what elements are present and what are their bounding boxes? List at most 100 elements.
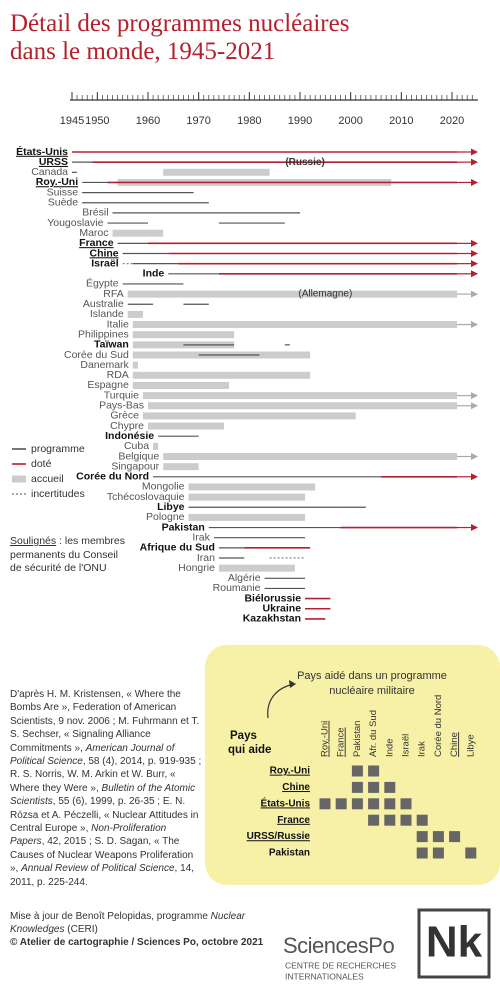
row-label: Tchécoslovaquie — [107, 491, 185, 503]
arrow-head — [471, 392, 478, 400]
matrix-column: Irak — [417, 741, 428, 757]
matrix-cell — [351, 765, 363, 777]
segment-accueil — [188, 513, 306, 521]
logo-box — [417, 908, 491, 979]
x-tick-label: 1980 — [237, 115, 261, 127]
note-text: : les membres permanents du Conseil de s… — [10, 535, 125, 574]
x-tick-label: 1950 — [85, 115, 109, 127]
row-label: Brésil — [82, 207, 108, 219]
matrix-row: Pakistan — [269, 848, 310, 859]
row-label: Pologne — [146, 511, 185, 523]
arrow-head — [471, 290, 478, 298]
source: D'après H. M. Kristensen, « Where the Bo… — [10, 688, 202, 889]
segment-accueil — [112, 229, 164, 237]
legend-swatch — [12, 475, 26, 483]
matrix-cell — [400, 798, 412, 810]
logo-name: SciencesPo — [283, 933, 394, 958]
matrix-cell — [351, 798, 363, 810]
segment-accueil — [132, 321, 458, 329]
matrix-arrowhead — [289, 680, 296, 688]
segment-accueil — [163, 453, 458, 460]
segment-accueil — [188, 493, 306, 501]
matrix-column: Corée du Nord — [433, 695, 444, 757]
row-label: Corée du Sud — [64, 349, 129, 361]
arrow-head — [471, 473, 478, 481]
matrix-cell — [368, 781, 380, 793]
segment-accueil — [127, 290, 458, 298]
arrow-head — [471, 321, 478, 329]
row-label: Israël — [91, 257, 119, 269]
matrix-cell — [384, 814, 396, 826]
note: Soulignés : les membres permanents du Co… — [10, 535, 130, 576]
matrix-row: URSS/Russie — [247, 831, 311, 842]
row-label: États-Unis — [16, 145, 68, 158]
logo-line: CENTRE DE RECHERCHES — [285, 960, 396, 970]
text-part: , 55 (6), 1999, p. 26-35 ; E. N. Rózsa e… — [10, 796, 199, 835]
arrow-head — [471, 270, 478, 278]
segment-accueil — [163, 463, 199, 471]
row-label: Yougoslavie — [47, 217, 103, 229]
x-tick-label: 2010 — [389, 115, 413, 127]
row-label: Égypte — [86, 277, 119, 290]
legend-label: doté — [31, 458, 52, 470]
row-label: Afrique du Sud — [140, 542, 215, 554]
text-part: , 42, 2015 ; S. D. Sagan, « The Causes o… — [10, 836, 194, 875]
row-label: Ukraine — [263, 603, 302, 615]
logo-mark: Nk — [426, 918, 483, 967]
matrix-cell — [432, 831, 444, 843]
row-label: France — [79, 237, 114, 249]
x-tick-label: 2020 — [440, 115, 464, 127]
row-label: Belgique — [118, 450, 159, 462]
row-label: Corée du Nord — [76, 471, 149, 483]
arrow-head — [471, 453, 478, 460]
matrix-cell — [416, 831, 428, 843]
x-tick-label: 1960 — [136, 115, 160, 127]
row-label: URSS — [39, 156, 68, 168]
text-part: (CERI) — [64, 924, 98, 935]
segment-accueil — [153, 442, 159, 450]
matrix-header: Pays aidé dans un programme — [297, 670, 447, 682]
row-label: Cuba — [124, 440, 149, 452]
arrow-head — [471, 158, 478, 166]
row-label: Mongolie — [142, 481, 185, 493]
row-label: Espagne — [87, 379, 129, 391]
row-label: Roumanie — [213, 582, 261, 594]
text-part: Non-Proliferation Papers — [10, 823, 167, 848]
segment-accueil — [142, 392, 458, 400]
matrix-cell — [368, 765, 380, 777]
text-part: Annual Review of Political Science — [21, 863, 175, 875]
matrix-cell — [416, 814, 428, 826]
row-label: Kazakhstan — [243, 613, 301, 625]
arrow-head — [471, 148, 478, 156]
text-part: , 14, 2011, p. 225-244. — [10, 863, 195, 888]
row-label: Danemark — [80, 359, 129, 371]
text-part: Mise à jour de Benoît Pelopidas, program… — [10, 911, 211, 922]
x-tick-label: 1945 — [60, 115, 84, 127]
row-label: Italie — [107, 318, 129, 330]
segment-accueil — [188, 483, 316, 491]
matrix-row: États-Unis — [261, 796, 311, 809]
matrix-cell — [449, 831, 461, 843]
row-label: Philippines — [78, 328, 129, 340]
matrix-column: Chine — [449, 732, 460, 757]
matrix-column: Inde — [384, 739, 395, 758]
text-part: Bulletin of the Atomic Scientists — [10, 782, 196, 808]
row-label: Grèce — [110, 410, 139, 422]
legend-label: accueil — [31, 473, 64, 485]
text-part: D'après H. M. Kristensen, « Where the Bo… — [10, 689, 200, 754]
row-label: Pakistan — [162, 521, 205, 533]
segment-accueil — [148, 422, 224, 430]
arrow-head — [471, 260, 478, 268]
arrow-head — [471, 402, 478, 410]
arrow-head — [471, 178, 478, 186]
matrix-row: Chine — [282, 782, 310, 793]
legend-label: incertitudes — [31, 488, 85, 500]
matrix-column: Roy.-Uni — [320, 721, 331, 757]
matrix-helper: qui aide — [228, 744, 271, 756]
row-label: Irak — [192, 531, 210, 543]
text-part: Nuclear Knowledges — [10, 911, 246, 935]
matrix-cell — [335, 798, 347, 810]
matrix-cell — [384, 781, 396, 793]
